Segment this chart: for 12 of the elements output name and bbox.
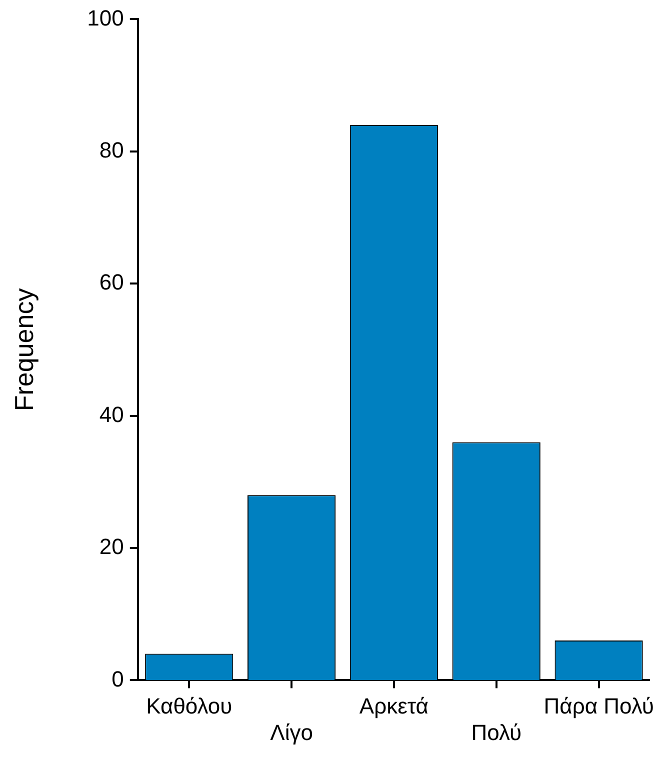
y-tick-label: 100 xyxy=(87,5,124,30)
y-tick-label: 40 xyxy=(99,402,124,427)
y-tick-label: 60 xyxy=(99,270,124,295)
x-tick-label: Αρκετά xyxy=(359,693,429,718)
y-tick-label: 80 xyxy=(99,137,124,162)
x-tick-label: Πολύ xyxy=(471,720,522,745)
y-axis-title: Frequency xyxy=(8,288,39,412)
y-tick-label: 0 xyxy=(112,666,124,692)
x-tick-label: Λίγο xyxy=(270,720,313,745)
y-tick-label: 20 xyxy=(99,534,124,560)
x-tick-label: Καθόλου xyxy=(146,693,232,718)
x-tick-label: Πάρα Πολύ xyxy=(544,693,654,718)
